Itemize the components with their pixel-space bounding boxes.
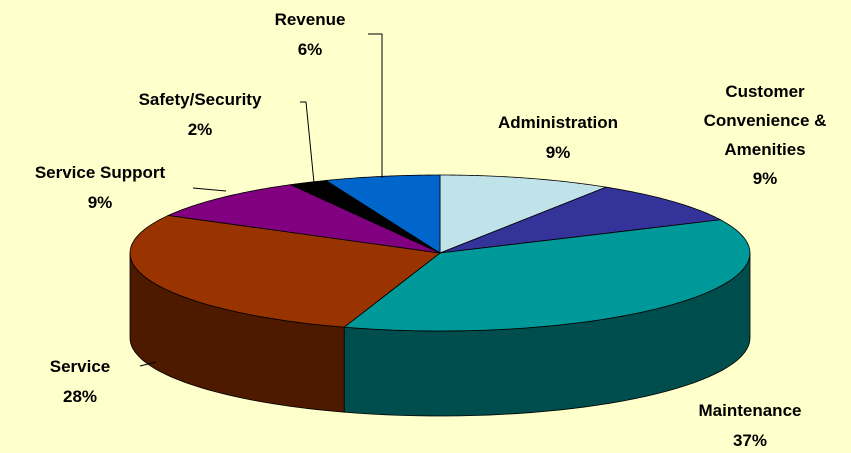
- value-label: 9%: [752, 169, 778, 188]
- pie-slice: [289, 180, 441, 254]
- category-label: Customer Convenience & Amenities: [703, 82, 827, 159]
- slice-label: Administration 9%: [498, 108, 618, 168]
- slice-label: Service 28%: [50, 352, 111, 412]
- leader-line: [300, 101, 315, 184]
- leader-lines: [139, 33, 383, 367]
- pie-slice: [343, 219, 751, 332]
- value-label: 6%: [297, 40, 323, 59]
- leader-line: [368, 33, 383, 178]
- value-label: 28%: [62, 387, 98, 406]
- slice-label: Revenue 6%: [275, 5, 346, 65]
- slice-label: Customer Convenience & Amenities 9%: [690, 77, 840, 193]
- category-label: Maintenance: [698, 401, 802, 420]
- category-label: Service Support: [34, 163, 166, 182]
- value-label: 9%: [545, 143, 571, 162]
- pie-slice: [439, 186, 722, 254]
- pie-slice: [439, 174, 608, 254]
- pie-slice: [129, 215, 441, 328]
- slice-label: Maintenance 37%: [699, 396, 802, 453]
- slice-label: Service Support 9%: [35, 158, 165, 218]
- value-label: 37%: [732, 431, 768, 450]
- category-label: Service: [49, 357, 111, 376]
- category-label: Administration: [498, 113, 618, 132]
- value-label: 9%: [87, 193, 113, 212]
- leader-line: [192, 187, 227, 192]
- value-label: 2%: [187, 120, 213, 139]
- category-label: Safety/Security: [138, 90, 262, 109]
- pie-slice: [166, 184, 441, 254]
- leader-line: [139, 361, 157, 367]
- category-label: Revenue: [274, 10, 346, 29]
- slice-label: Safety/Security 2%: [139, 85, 262, 145]
- pie: [129, 174, 751, 417]
